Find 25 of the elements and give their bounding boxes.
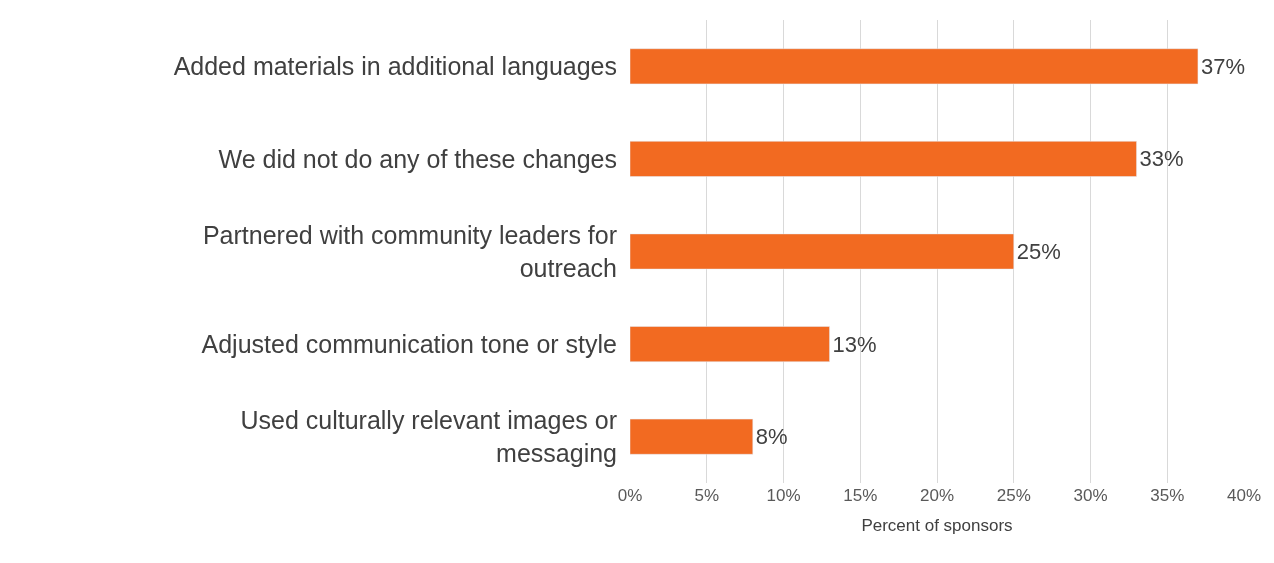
data-label: 37% — [1200, 53, 1245, 79]
x-tick-label: 15% — [843, 486, 878, 505]
x-tick-label: 40% — [1226, 486, 1262, 505]
data-label: 13% — [832, 331, 877, 357]
x-tick-label: 30% — [1073, 486, 1108, 505]
bar — [630, 418, 754, 455]
data-label: 25% — [1016, 239, 1061, 264]
y-tick-label: Used culturally relevant images or messaging — [240, 406, 617, 467]
bar — [630, 141, 1137, 177]
bar — [630, 326, 830, 362]
data-label: 33% — [1139, 146, 1184, 172]
y-tick-label: Adjusted communication tone or style — [201, 329, 617, 358]
data-label: 8% — [755, 424, 788, 450]
y-tick-label: Added materials in additional languages — [173, 52, 617, 81]
y-tick-label: Partnered with community leaders for outreach — [202, 221, 617, 282]
y-tick-label: We did not do any of these changes — [218, 144, 617, 173]
x-tick-label: 10% — [766, 486, 801, 505]
x-tick-label: 0% — [617, 486, 643, 505]
x-tick-label: 20% — [919, 486, 955, 505]
bar — [630, 48, 1199, 85]
bar — [630, 233, 1014, 270]
x-tick-label: 5% — [694, 486, 720, 505]
x-tick-label: 25% — [996, 486, 1031, 505]
x-axis-title: Percent of sponsors — [861, 516, 1013, 536]
x-tick-label: 35% — [1150, 486, 1185, 505]
